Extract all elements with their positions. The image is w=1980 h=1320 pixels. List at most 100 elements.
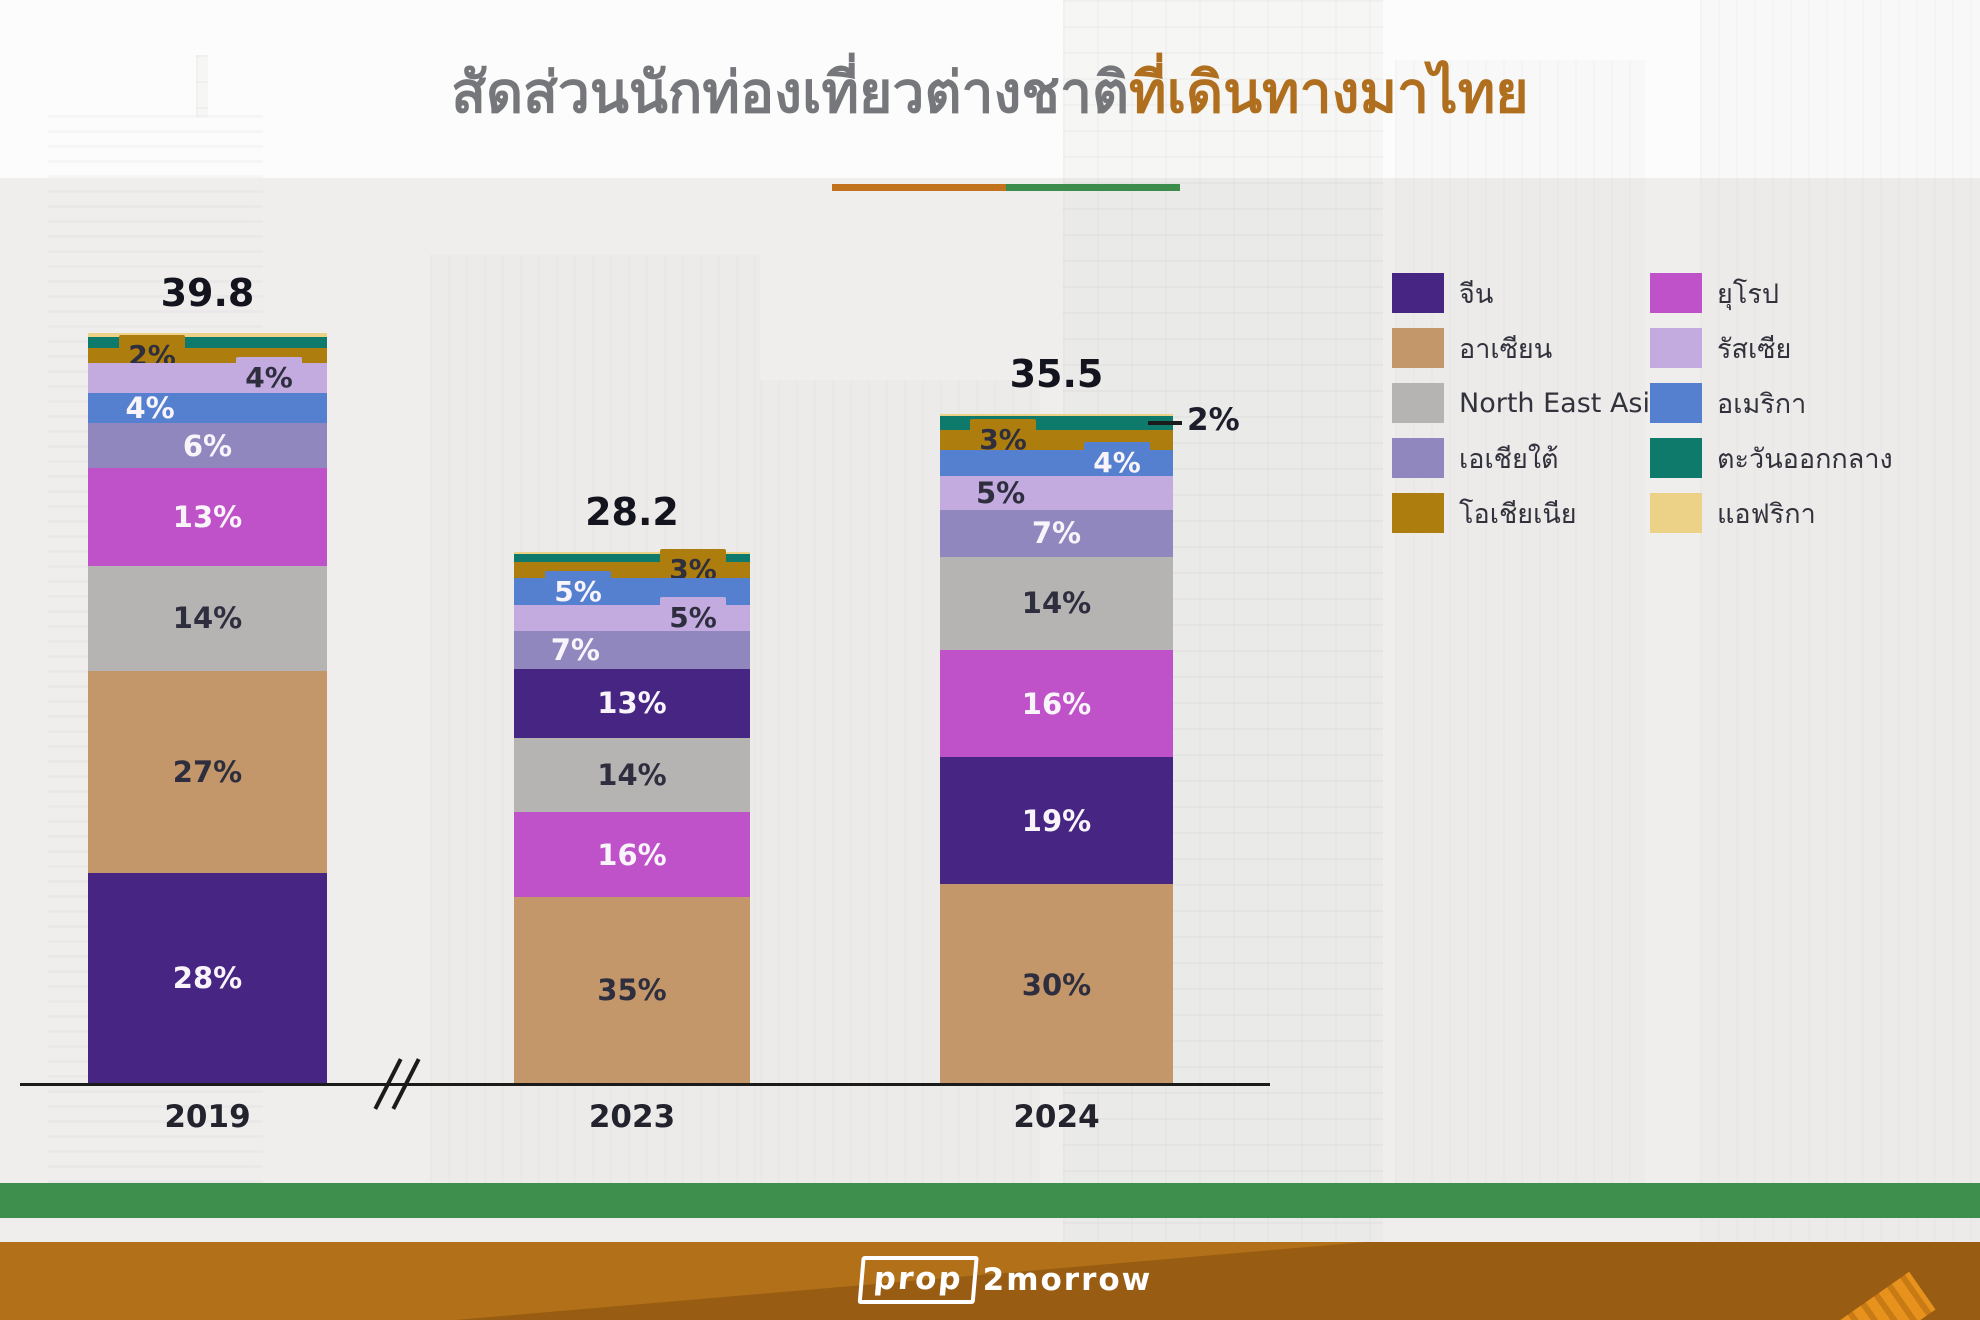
background-header-band: [0, 0, 1980, 178]
legend-item-asean: อาเซียน: [1392, 328, 1667, 368]
bar-2024: 2% 3% 4% 5% 7% 14% 16% 19% 30% 35.5 2024: [940, 352, 1240, 1135]
legend-swatch-asean: [1392, 328, 1444, 368]
segment-europe-2019: 13%: [88, 468, 327, 566]
legend-swatch-oceania: [1392, 493, 1444, 533]
legend-item-north_east_asia: North East Asia: [1392, 383, 1667, 423]
legend-swatch-china: [1392, 273, 1444, 313]
axis-break-mark: [372, 1056, 432, 1112]
segment-label-europe-2019: 13%: [172, 499, 243, 534]
segment-middle_east-2023: [514, 554, 750, 563]
logo-prop-box: prop: [857, 1256, 979, 1304]
page-title: สัดส่วนนักท่องเที่ยวต่างชาติที่เดินทางมา…: [0, 48, 1980, 138]
segment-label-asean-2024: 30%: [1021, 967, 1092, 1002]
total-label-2019: 39.8: [160, 271, 255, 316]
legend-swatch-europe: [1650, 273, 1702, 313]
divider-green-segment: [1006, 184, 1180, 191]
segment-north_east_asia-2024: 14%: [940, 556, 1173, 651]
segment-label-south_asia-2024: 7%: [1031, 516, 1082, 551]
segment-africa-2024: [940, 414, 1173, 417]
segment-label-asean-2023: 35%: [597, 973, 667, 1007]
title-part-orange: ที่เดินทางมาไทย: [1129, 60, 1529, 126]
legend-item-oceania: โอเชียเนีย: [1392, 493, 1667, 533]
segment-label-china-2024: 19%: [1021, 803, 1092, 838]
legend-item-china: จีน: [1392, 273, 1667, 313]
segment-asean-2019: 27%: [88, 670, 327, 874]
legend-swatch-russia: [1650, 328, 1702, 368]
segment-africa-2019: [88, 333, 327, 337]
segment-middle_east-2019: [88, 336, 327, 349]
legend-item-america: อเมริกา: [1650, 383, 1893, 423]
legend-item-south_asia: เอเชียใต้: [1392, 438, 1667, 478]
segment-africa-2023: [514, 551, 750, 555]
footer-band: prop 2morrow: [0, 1242, 1980, 1320]
legend-swatch-middle_east: [1650, 438, 1702, 478]
title-part-gray: สัดส่วนนักท่องเที่ยวต่างชาติ: [451, 60, 1130, 126]
segment-label-america-2019: 4%: [125, 391, 175, 426]
legend-swatch-north_east_asia: [1392, 383, 1444, 423]
segment-europe-2024: 16%: [940, 650, 1173, 758]
legend-label-south_asia: เอเชียใต้: [1459, 443, 1559, 475]
background-skyline-tower: [1700, 0, 1980, 1320]
leader-line-middle_east-2024: [1148, 420, 1182, 425]
segment-label-south_asia-2023: 7%: [550, 632, 600, 667]
legend-item-russia: รัสเซีย: [1650, 328, 1893, 368]
legend-swatch-south_asia: [1392, 438, 1444, 478]
bar-2023: 3% 5% 5% 7% 13% 14% 16% 35% 28.2 2023: [514, 490, 750, 1135]
legend-swatch-america: [1650, 383, 1702, 423]
legend-label-america: อเมริกา: [1717, 388, 1807, 420]
x-axis-label-2019: 2019: [164, 1098, 251, 1135]
callout-label-russia-2019: 4%: [236, 357, 302, 400]
segment-russia-2024: 5%: [940, 476, 1173, 511]
segment-europe-2023: 16%: [514, 812, 750, 898]
segment-south_asia-2019: 6%: [88, 423, 327, 469]
segment-label-north_east_asia-2024: 14%: [1021, 586, 1092, 621]
legend-label-asean: อาเซียน: [1459, 333, 1553, 365]
segment-label-russia-2024: 5%: [975, 476, 1026, 511]
segment-china-2023: 13%: [514, 668, 750, 738]
logo-2morrow-text: 2morrow: [982, 1262, 1153, 1298]
background-skyline-antenna: [196, 55, 208, 117]
x-axis-label-2024: 2024: [1013, 1098, 1100, 1135]
legend-item-europe: ยุโรป: [1650, 273, 1893, 313]
segment-label-china-2023: 13%: [597, 686, 667, 721]
segment-north_east_asia-2019: 14%: [88, 565, 327, 671]
segment-label-south_asia-2019: 6%: [182, 428, 233, 463]
total-label-2023: 28.2: [585, 489, 679, 534]
segment-south_asia-2024: 7%: [940, 509, 1173, 557]
segment-label-china-2019: 28%: [172, 961, 243, 995]
legend-label-china: จีน: [1459, 278, 1494, 310]
segment-label-north_east_asia-2023: 14%: [597, 757, 667, 792]
legend-label-russia: รัสเซีย: [1717, 333, 1792, 365]
legend-label-africa: แอฟริกา: [1717, 498, 1816, 530]
footer-green-stripe: [0, 1183, 1980, 1218]
divider-orange-segment: [832, 184, 1006, 191]
background-skyline-tower: [1395, 60, 1645, 1183]
leader-label-middle_east-2024: 2%: [1187, 401, 1240, 438]
legend-label-middle_east: ตะวันออกกลาง: [1717, 443, 1893, 475]
segment-label-europe-2024: 16%: [1021, 686, 1092, 721]
bar-2019: 2% 4% 4% 6% 13% 14% 27% 28% 39.8 2019: [88, 271, 327, 1135]
title-divider: [832, 184, 1180, 191]
segment-china-2024: 19%: [940, 757, 1173, 885]
total-label-2024: 35.5: [1009, 352, 1104, 397]
segment-north_east_asia-2023: 14%: [514, 737, 750, 813]
legend-swatch-africa: [1650, 493, 1702, 533]
x-axis-label-2023: 2023: [588, 1098, 676, 1135]
segment-china-2019: 28%: [88, 873, 327, 1083]
x-axis-line: [20, 1083, 1270, 1086]
legend-label-north_east_asia: North East Asia: [1459, 387, 1667, 419]
legend-label-europe: ยุโรป: [1717, 278, 1779, 310]
prop2morrow-logo: prop 2morrow: [857, 1256, 1153, 1304]
legend-column2: ยุโรปรัสเซียอเมริกาตะวันออกกลางแอฟริกา: [1650, 273, 1893, 548]
legend-item-middle_east: ตะวันออกกลาง: [1650, 438, 1893, 478]
legend-item-africa: แอฟริกา: [1650, 493, 1893, 533]
segment-america-2019: 4%: [88, 391, 327, 426]
segment-asean-2024: 30%: [940, 884, 1173, 1085]
legend-column1: จีนอาเซียน North East Asia เอเชียใต้โอเชีย…: [1392, 273, 1667, 548]
segment-label-europe-2023: 16%: [597, 837, 667, 872]
segment-asean-2023: 35%: [514, 897, 750, 1083]
segment-label-asean-2019: 27%: [172, 754, 243, 789]
legend-label-oceania: โอเชียเนีย: [1459, 498, 1577, 530]
